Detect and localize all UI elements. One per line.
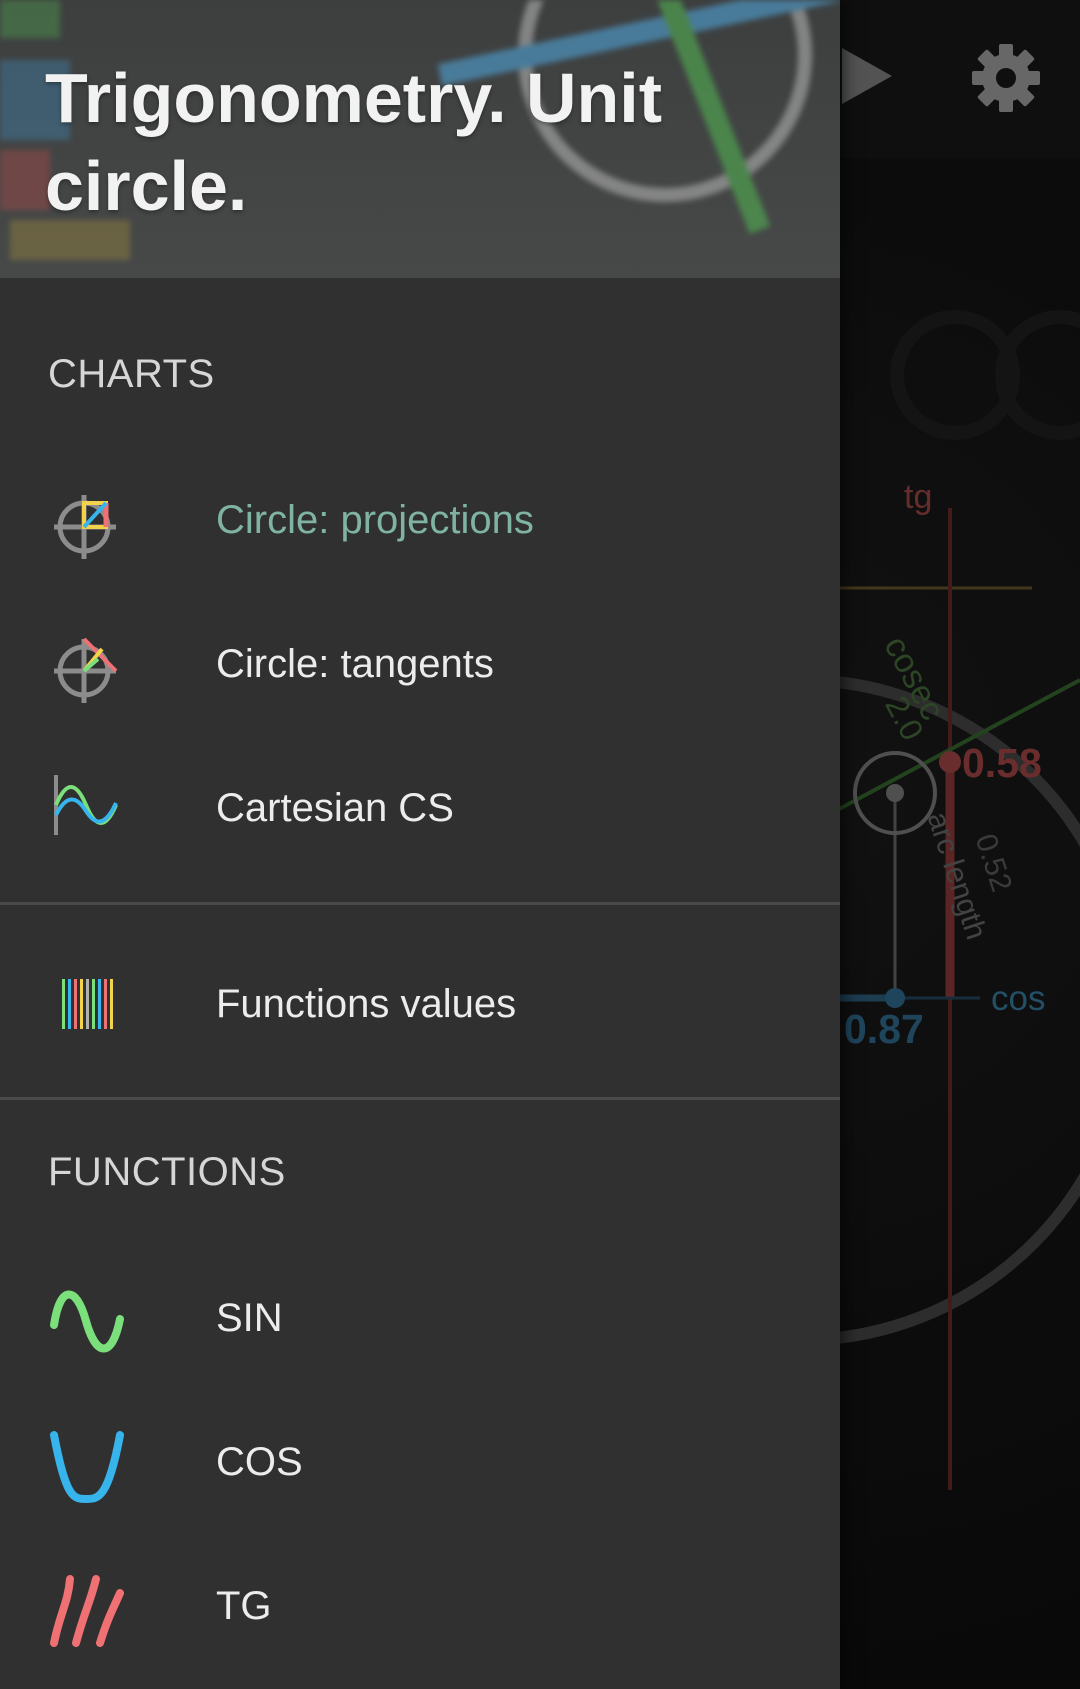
- menu-item-tg[interactable]: TG: [0, 1544, 840, 1668]
- unit-circle-arc: [799, 674, 1080, 1346]
- menu-item-label: Circle: projections: [216, 498, 534, 542]
- cosine-wave-icon: [50, 1431, 124, 1503]
- navigation-drawer: Trigonometry. Unit circle. CHARTS Circle…: [0, 0, 840, 1689]
- tg-axis-label: tg: [904, 478, 933, 516]
- play-icon[interactable]: [836, 44, 896, 108]
- drawer-header: Trigonometry. Unit circle.: [0, 0, 840, 278]
- divider: [0, 1097, 840, 1100]
- circle-tangents-icon: [54, 637, 118, 703]
- app-title: Trigonometry. Unit circle.: [45, 59, 663, 225]
- angle-handle: [853, 751, 937, 835]
- circle-projections-icon: [54, 495, 116, 559]
- angle-handle-dot: [886, 784, 904, 802]
- menu-item-circle-projections[interactable]: Circle: projections: [0, 458, 840, 582]
- charts-section-header: CHARTS: [48, 352, 215, 396]
- tg-value-readout: 0.58: [962, 740, 1042, 786]
- tg-point: [939, 751, 961, 773]
- menu-item-cartesian-cs[interactable]: Cartesian CS: [0, 746, 840, 870]
- menu-item-label: COS: [216, 1440, 303, 1484]
- bg-watermark-circle: [890, 310, 1020, 440]
- gear-icon[interactable]: [970, 42, 1042, 114]
- menu-item-label: SIN: [216, 1296, 283, 1340]
- menu-item-label: TG: [216, 1584, 272, 1628]
- menu-item-functions-values[interactable]: Functions values: [0, 942, 840, 1066]
- menu-item-circle-tangents[interactable]: Circle: tangents: [0, 602, 840, 726]
- bg-watermark-circle: [995, 310, 1080, 440]
- menu-item-label: Functions values: [216, 982, 517, 1026]
- functions-section-header: FUNCTIONS: [48, 1150, 286, 1194]
- sine-wave-icon: [50, 1290, 124, 1353]
- cartesian-cs-icon: [54, 775, 118, 835]
- function-values-icon: [62, 979, 113, 1029]
- menu-item-cos[interactable]: COS: [0, 1400, 840, 1524]
- divider: [0, 902, 840, 905]
- tangent-curves-icon: [50, 1575, 124, 1647]
- menu-item-label: Cartesian CS: [216, 786, 454, 830]
- menu-item-sin[interactable]: SIN: [0, 1256, 840, 1380]
- cos-value-readout: 0.87: [844, 1006, 924, 1052]
- cos-axis-label: cos: [991, 979, 1046, 1018]
- header-background-art: [0, 0, 840, 260]
- cos-point: [885, 988, 905, 1008]
- menu-item-label: Circle: tangents: [216, 642, 494, 686]
- cosec-line: [799, 678, 1080, 832]
